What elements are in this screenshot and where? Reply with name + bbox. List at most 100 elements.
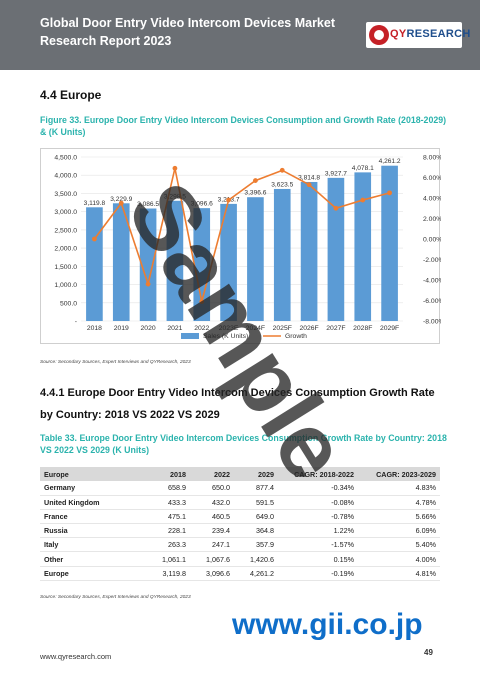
bar — [327, 177, 345, 321]
growth-point — [253, 178, 258, 183]
section-heading: 4.4 Europe — [40, 88, 102, 102]
x-tick-label: 2021 — [167, 325, 182, 332]
row-label-other: Other — [40, 551, 140, 567]
header-2022: 2022 — [190, 467, 234, 481]
bar — [247, 197, 264, 321]
table-cell: 877.4 — [234, 481, 278, 496]
country-table: Europe 2018 2022 2029 CAGR: 2018-2022 CA… — [40, 467, 440, 581]
growth-point — [279, 167, 285, 173]
growth-point — [172, 165, 178, 171]
bar-data-label: 3,623.5 — [271, 181, 293, 188]
bar-data-label: 3,119.8 — [84, 200, 106, 207]
header-region: Europe — [40, 467, 140, 481]
table-row: Russia 228.1 239.4 364.8 1.22% 6.09% — [40, 523, 440, 539]
table-cell: 263.3 — [140, 537, 190, 553]
x-tick-label: 2018 — [87, 325, 102, 332]
bar-data-label: 4,078.1 — [352, 165, 374, 172]
row-label-italy: Italy — [40, 537, 140, 553]
table-cell: 4.83% — [358, 481, 440, 496]
consumption-chart: - 500.0 1,000.0 1,500.0 2,000.0 2,500.0 3,000.… — [40, 148, 441, 344]
table-cell: 5.66% — [358, 509, 440, 525]
table-header-row: Europe 2018 2022 2029 CAGR: 2018-2022 CA… — [40, 467, 440, 481]
table-cell: 4,261.2 — [234, 566, 278, 581]
subsection-heading: 4.4.1 Europe Door Entry Video Intercom D… — [40, 387, 435, 421]
growth-point — [387, 190, 392, 196]
y-left-tick-label: 3,500.0 — [54, 191, 77, 198]
qyresearch-logo: QYRESEARCH — [366, 22, 470, 48]
bar-data-label: 3,096.6 — [191, 201, 213, 208]
gii-watermark: www.gii.co.jp — [232, 608, 423, 641]
x-tick-label: 2027F — [326, 325, 345, 332]
legend-growth-label: Growth — [285, 333, 307, 340]
growth-point — [333, 205, 339, 211]
table-cell: 432.0 — [190, 495, 234, 510]
table-cell: 4.78% — [358, 495, 440, 510]
table-cell: -1.57% — [278, 537, 358, 553]
y-right-tick-label: 8.00% — [423, 155, 441, 162]
y-right-tick-label: -8.00% — [423, 319, 441, 326]
bar — [139, 208, 157, 321]
logo-prefix: QY — [390, 28, 407, 40]
y-left-tick-label: 3,000.0 — [54, 209, 77, 216]
page-number: 49 — [424, 648, 433, 657]
header-cagr-2018-2022: CAGR: 2018-2022 — [278, 467, 358, 481]
x-tick-label: 2029F — [380, 325, 399, 332]
bar-data-label: 3,396.6 — [244, 190, 266, 197]
table-cell: -0.78% — [278, 509, 358, 525]
table-row: Italy 263.3 247.1 357.9 -1.57% 5.40% — [40, 537, 440, 553]
table-cell: 3,119.8 — [140, 566, 190, 581]
table-cell: 364.8 — [234, 523, 278, 539]
y-left-tick-label: 2,500.0 — [54, 227, 77, 234]
row-label-russia: Russia — [40, 523, 140, 539]
bar-data-label: 3,927.7 — [325, 170, 347, 177]
x-tick-label: 2025F — [273, 325, 292, 332]
logo-suffix: RESEARCH — [406, 28, 471, 40]
header-2018: 2018 — [140, 467, 190, 481]
table-cell: 460.5 — [190, 509, 234, 525]
row-label-europe-total: Europe — [40, 566, 140, 581]
y-right-tick-label: -6.00% — [423, 298, 441, 305]
figure-source: Source: Secondary Sources, Expert Interv… — [40, 360, 191, 365]
table-cell: 650.0 — [190, 481, 234, 496]
growth-point — [118, 200, 124, 206]
table-cell: 239.4 — [190, 523, 234, 539]
table-row: Germany 658.9 650.0 877.4 -0.34% 4.83% — [40, 481, 440, 496]
table-cell: 4.00% — [358, 551, 440, 567]
growth-point — [360, 197, 366, 203]
bar — [273, 188, 291, 321]
table-title: Table 33. Europe Door Entry Video Interc… — [40, 433, 447, 455]
y-right-tick-label: 0.00% — [423, 237, 441, 244]
table-cell: 1.22% — [278, 523, 358, 539]
x-tick-label: 2023E — [219, 325, 239, 332]
bar — [193, 208, 211, 321]
row-label-germany: Germany — [40, 481, 140, 496]
legend-sales-label: Sales (K Units) — [203, 333, 248, 340]
row-label-united-kingdom: United Kingdom — [40, 495, 140, 510]
y-left-tick-label: 4,000.0 — [54, 173, 77, 180]
x-tick-label: 2019 — [114, 325, 129, 332]
y-left-tick-label: 2,000.0 — [54, 246, 77, 253]
logo-globe-icon — [369, 25, 389, 45]
x-tick-label: 2024F — [246, 325, 265, 332]
figure-title: Figure 33. Europe Door Entry Video Inter… — [40, 115, 447, 137]
growth-point — [92, 236, 97, 242]
x-tick-label: 2022 — [194, 325, 209, 332]
table-cell: 3,096.6 — [190, 566, 234, 581]
bar — [354, 172, 372, 321]
table-cell: 5.40% — [358, 537, 440, 553]
y-left-tick-label: 500.0 — [60, 300, 77, 307]
growth-point — [199, 299, 205, 304]
x-tick-label: 2020 — [141, 325, 156, 332]
y-right-tick-label: 2.00% — [423, 216, 441, 223]
y-right-tick-label: -2.00% — [423, 257, 441, 264]
table-cell: -0.19% — [278, 566, 358, 581]
y-right-tick-label: -4.00% — [423, 278, 441, 285]
table-cell: 247.1 — [190, 537, 234, 553]
bar-data-label: 3,086.5 — [137, 201, 159, 208]
growth-point — [306, 182, 312, 188]
table-cell: 433.3 — [140, 495, 190, 510]
table-cell: 658.9 — [140, 481, 190, 496]
bar — [381, 165, 398, 321]
bar-data-label: 3,814.8 — [298, 174, 320, 181]
y-left-tick-label: 1,500.0 — [54, 264, 77, 271]
